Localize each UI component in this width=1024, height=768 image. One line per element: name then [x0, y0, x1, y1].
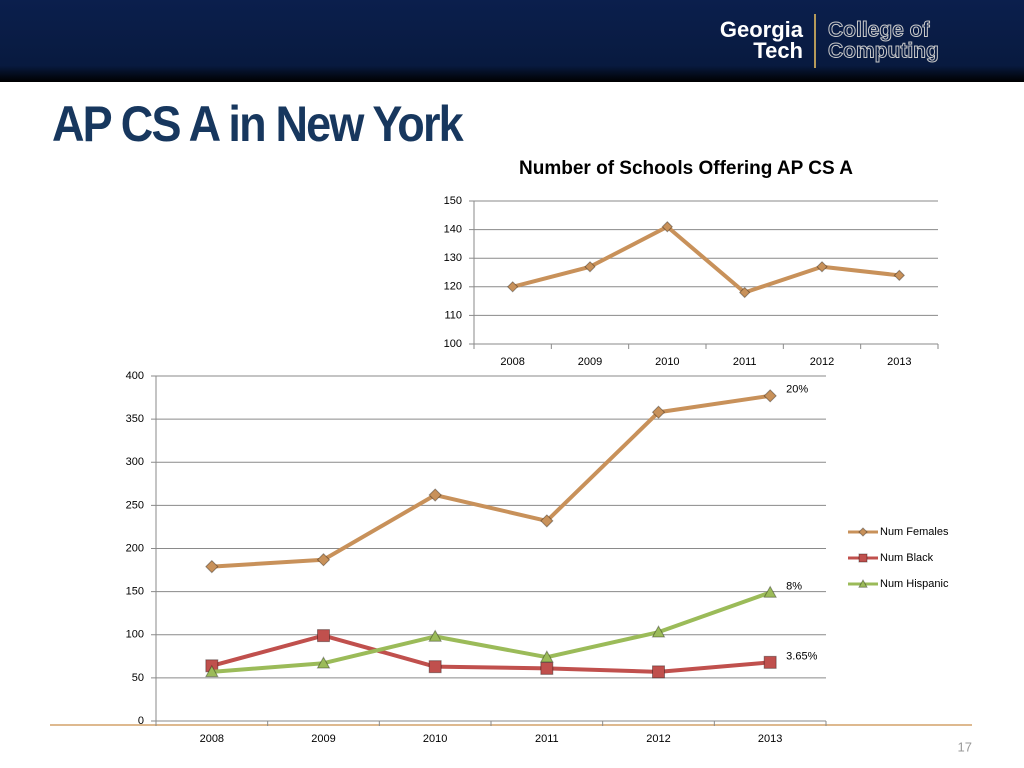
- point: [316, 553, 331, 567]
- point: [428, 488, 442, 502]
- point: [651, 625, 666, 638]
- annotation: 8%: [786, 580, 802, 592]
- point: [893, 269, 906, 282]
- annotation: 20%: [786, 384, 808, 396]
- point: [316, 656, 331, 669]
- page-number: 17: [958, 739, 972, 754]
- point: [317, 629, 330, 643]
- point: [428, 660, 442, 674]
- point: [506, 281, 519, 293]
- header-bar: [0, 0, 1024, 82]
- x-tick-label: 2008: [500, 356, 524, 368]
- point: [651, 405, 666, 419]
- slide-title: AP CS A in New York: [52, 97, 464, 153]
- point: [428, 629, 443, 642]
- y-tick-label: 400: [126, 370, 144, 382]
- y-tick-label: 140: [444, 224, 462, 236]
- y-tick-label: 50: [132, 672, 144, 684]
- x-tick-label: 2009: [311, 733, 335, 745]
- x-tick-label: 2008: [200, 733, 224, 745]
- x-tick-label: 2010: [423, 733, 447, 745]
- y-tick-label: 120: [444, 281, 462, 293]
- logo-text: Tech: [753, 38, 803, 63]
- legend-label: Num Hispanic: [880, 578, 949, 590]
- logo-text: Computing: [828, 40, 939, 63]
- x-tick-label: 2013: [887, 356, 911, 368]
- y-tick-label: 130: [444, 252, 462, 264]
- legend-marker: [858, 553, 868, 563]
- y-tick-label: 100: [126, 629, 144, 641]
- y-tick-label: 350: [126, 413, 144, 425]
- y-tick-label: 200: [126, 542, 144, 554]
- series-line: [211, 393, 771, 569]
- point: [584, 261, 596, 273]
- x-tick-label: 2012: [810, 356, 834, 368]
- y-tick-label: 150: [444, 195, 462, 207]
- point: [763, 389, 777, 403]
- logo-text: Georgia: [720, 17, 804, 42]
- point: [763, 585, 778, 598]
- y-tick-label: 110: [444, 309, 462, 321]
- point: [205, 559, 219, 574]
- series-line: [211, 590, 771, 674]
- chart-title: Number of Schools Offering AP CS A: [519, 158, 853, 179]
- point: [738, 286, 751, 299]
- series-line: [512, 224, 900, 295]
- point: [540, 514, 554, 528]
- logo-text: College of: [828, 19, 931, 42]
- x-tick-label: 2013: [758, 733, 782, 745]
- point: [816, 261, 828, 273]
- annotation: 3.65%: [786, 650, 817, 662]
- point: [540, 661, 554, 675]
- x-tick-label: 2010: [655, 356, 679, 368]
- x-tick-label: 2009: [578, 356, 602, 368]
- y-tick-label: 250: [126, 499, 144, 511]
- series-line: [211, 633, 771, 674]
- legend-label: Num Females: [880, 526, 949, 538]
- legend-label: Num Black: [880, 552, 934, 564]
- legend-marker: [858, 527, 868, 537]
- x-tick-label: 2012: [646, 733, 670, 745]
- x-tick-label: 2011: [535, 733, 559, 745]
- point: [763, 655, 777, 669]
- y-tick-label: 150: [126, 586, 144, 598]
- point: [652, 665, 665, 679]
- y-tick-label: 300: [126, 456, 144, 468]
- point: [204, 664, 219, 678]
- x-tick-label: 2011: [733, 356, 757, 368]
- y-tick-label: 100: [444, 338, 462, 350]
- point: [539, 650, 554, 663]
- y-tick-label: 0: [138, 715, 144, 727]
- point: [661, 221, 674, 233]
- legend-marker: [858, 578, 868, 588]
